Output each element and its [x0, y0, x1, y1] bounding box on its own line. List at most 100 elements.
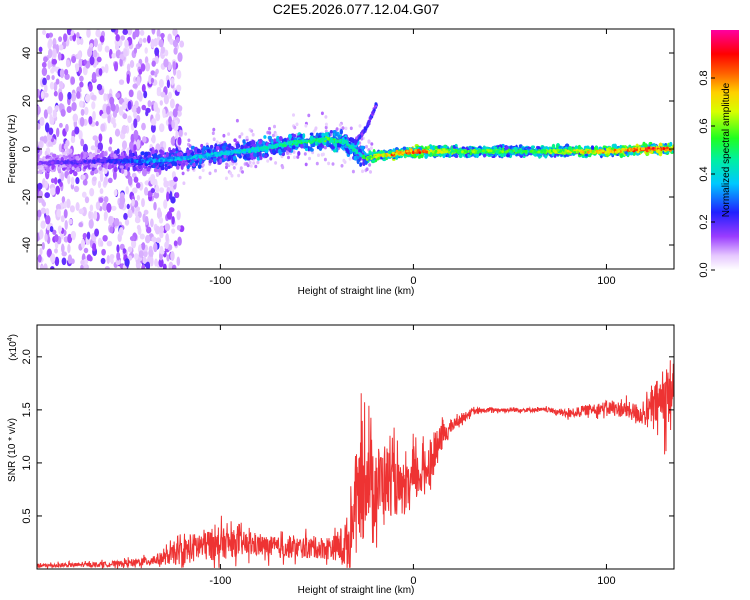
spectrogram-cell: [72, 113, 79, 123]
spectrogram-cell: [43, 109, 48, 119]
spectrogram-cell: [160, 32, 165, 39]
spectrogram-cell: [120, 35, 126, 41]
spectrogram-cell: [124, 164, 128, 170]
spectrogram-cell: [324, 115, 328, 119]
spectrogram-cell: [90, 145, 96, 151]
spectrogram-cell: [40, 220, 46, 229]
spectrogram-cell: [102, 234, 108, 242]
spectrogram-cell: [95, 201, 101, 211]
spectrogram-cell: [180, 164, 184, 170]
spectrogram-cell: [153, 152, 158, 159]
spectrogram-cell: [91, 167, 95, 172]
spectrogram-cell: [274, 161, 278, 165]
spectrogram-cell: [66, 106, 72, 113]
spectrogram-cell: [157, 154, 161, 159]
spectrogram-cell: [59, 181, 63, 187]
spectrogram-cell: [119, 165, 124, 169]
spectrogram-cell: [119, 243, 125, 251]
spectrogram-cell: [40, 265, 45, 269]
spectrogram-cell: [51, 74, 55, 81]
spectrogram-cell: [162, 108, 166, 119]
spectrogram-cell: [146, 160, 150, 164]
spectrogram-cell: [126, 29, 133, 36]
spectrogram-cell: [67, 243, 71, 254]
spectrogram-cell: [132, 166, 137, 172]
spectrogram-cell: [55, 78, 60, 85]
spectrogram-cell: [78, 222, 84, 228]
spectrogram-cell: [111, 103, 116, 112]
spectrogram-cell: [178, 129, 183, 137]
spectrogram-cell: [172, 108, 178, 118]
spectrogram-cell: [154, 258, 158, 267]
spectrogram-cell: [146, 226, 152, 234]
spectrogram-cell: [166, 191, 170, 202]
spectrogram-cell: [41, 67, 48, 76]
spectrogram-cell: [308, 156, 311, 161]
spectrogram-cell: [37, 105, 41, 115]
spectrogram-cell: [89, 153, 94, 160]
spectrogram-cell: [79, 37, 84, 46]
spectrogram-cell: [136, 76, 141, 86]
spectrogram-cell: [37, 209, 42, 218]
spectrogram-cell: [74, 126, 80, 135]
spectrogram-cell: [163, 199, 168, 210]
spectrogram-cell: [214, 151, 218, 155]
spectrogram-cell: [83, 263, 88, 269]
spectrogram-cell: [212, 156, 217, 163]
spectrogram-cell: [157, 207, 161, 215]
spectrogram-cell: [368, 163, 372, 167]
spectrogram-cell: [165, 233, 169, 243]
spectrogram-cell: [307, 113, 311, 118]
spectrogram-cell: [110, 160, 113, 164]
spectrogram-cell: [222, 133, 226, 138]
spectrogram-cell: [71, 55, 77, 64]
spectrogram-cell: [364, 159, 368, 165]
spectrogram-cell: [82, 143, 88, 153]
spectrogram-cell: [44, 122, 50, 133]
spectrogram-cell: [174, 161, 178, 167]
spectrogram-cell: [97, 43, 103, 52]
spectrogram-cell: [80, 238, 86, 249]
spectrogram-cell: [129, 60, 135, 68]
spectrogram-cell: [50, 187, 56, 196]
spectrogram-cell: [141, 168, 148, 177]
spectrogram-cell: [645, 148, 649, 152]
spectrogram-cell: [584, 153, 589, 157]
spectrogram-cell: [293, 125, 297, 130]
spectrogram-cell: [67, 91, 72, 100]
spectrogram-cell: [41, 241, 45, 250]
spectrogram-cell: [232, 166, 236, 170]
spectrogram-cell: [75, 177, 80, 185]
spectrogram-cell: [104, 266, 110, 269]
spectrogram-cell: [48, 37, 53, 48]
spectrogram-cell: [150, 123, 156, 133]
spectrogram-cell: [46, 167, 51, 172]
spectrogram-cell: [112, 170, 117, 180]
spectrogram-cell: [175, 165, 180, 170]
spectrogram-cell: [50, 266, 55, 269]
spectrogram-cell: [339, 129, 344, 135]
spectrogram-cell: [139, 233, 145, 240]
spectrogram-cell: [164, 241, 169, 250]
spectrogram-cell: [530, 145, 536, 149]
spectrogram-cell: [350, 137, 355, 143]
spectrogram-cell: [82, 179, 88, 186]
spectrogram-cell: [110, 117, 116, 125]
spectrogram-cell: [48, 127, 54, 135]
spectrogram-cell: [103, 196, 109, 203]
spectrogram-cell: [201, 163, 205, 167]
spectrogram-cell: [266, 159, 270, 163]
spectrogram-cell: [61, 257, 67, 266]
spectrogram-cell: [235, 118, 239, 123]
spectrogram-cell: [153, 101, 159, 112]
spectrogram-cell: [151, 60, 156, 67]
spectrogram-cell: [69, 170, 73, 175]
spectrogram-cell: [238, 149, 242, 153]
spectrogram-cell: [61, 243, 65, 254]
spectrogram-cell: [323, 145, 327, 150]
spectrogram-cell: [246, 157, 251, 161]
spectrogram-cell: [127, 100, 132, 111]
spectrogram-cell: [80, 264, 84, 269]
spectrogram-cell: [147, 35, 151, 44]
